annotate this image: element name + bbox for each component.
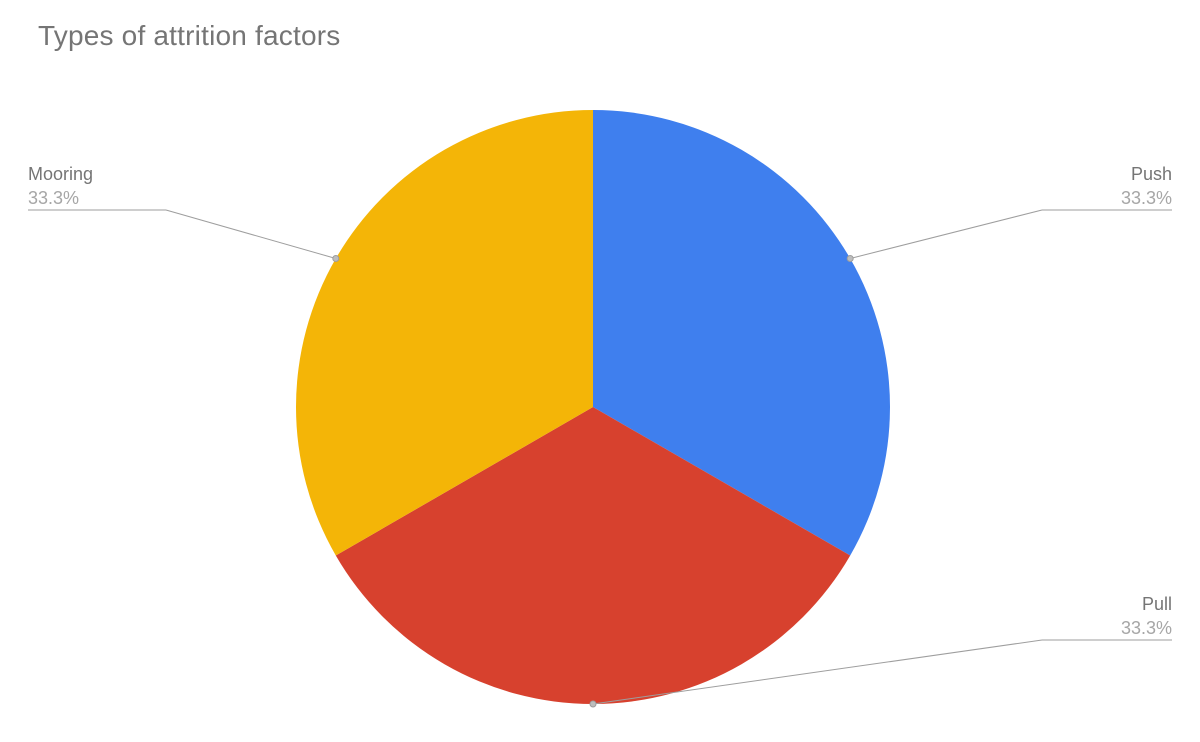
label-pull-pct: 33.3% bbox=[1121, 616, 1172, 640]
leader-line-mooring bbox=[166, 210, 336, 259]
label-push-pct: 33.3% bbox=[1121, 186, 1172, 210]
label-push: Push 33.3% bbox=[1121, 162, 1172, 211]
leader-line-push bbox=[850, 210, 1042, 259]
leader-dot-pull bbox=[590, 701, 596, 707]
label-push-name: Push bbox=[1121, 162, 1172, 186]
label-mooring-pct: 33.3% bbox=[28, 186, 93, 210]
label-mooring-name: Mooring bbox=[28, 162, 93, 186]
leader-dot-push bbox=[847, 256, 853, 262]
label-pull: Pull 33.3% bbox=[1121, 592, 1172, 641]
leader-dot-mooring bbox=[333, 256, 339, 262]
label-pull-name: Pull bbox=[1121, 592, 1172, 616]
pie-chart bbox=[0, 0, 1200, 742]
label-mooring: Mooring 33.3% bbox=[28, 162, 93, 211]
